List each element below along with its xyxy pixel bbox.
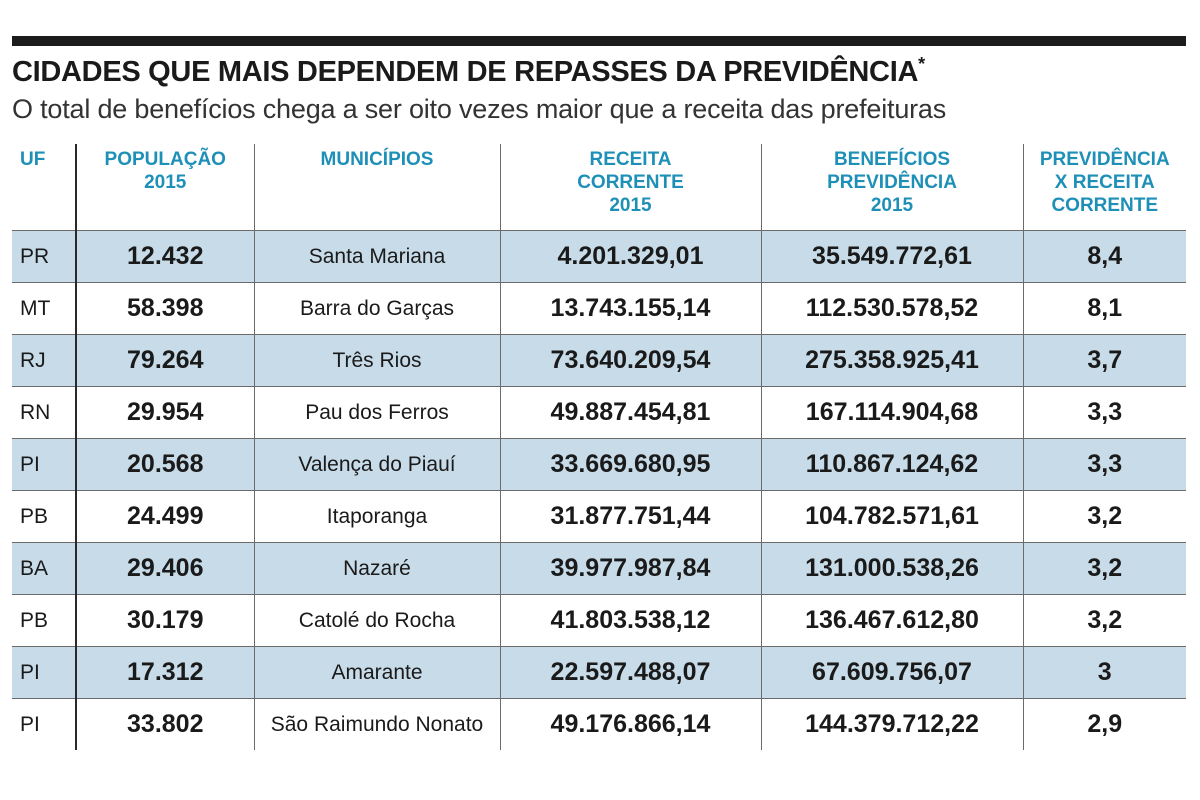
- cell-uf: BA: [12, 542, 76, 595]
- cell-populacao: 12.432: [75, 230, 254, 283]
- column-header-line: 2015: [144, 172, 187, 193]
- cell-populacao: 29.406: [75, 542, 254, 595]
- table-row: RN 29.954 Pau dos Ferros 49.887.454,81 167.1…: [12, 386, 1186, 439]
- cell-razao: 3,3: [1022, 438, 1186, 491]
- cell-municipio: Nazaré: [253, 542, 500, 595]
- cell-beneficios: 275.358.925,41: [760, 334, 1023, 387]
- cell-uf: PI: [20, 712, 40, 736]
- column-header-uf: UF: [12, 144, 76, 231]
- cell-populacao: 17.312: [75, 646, 254, 699]
- cell-municipio: Amarante: [253, 646, 500, 699]
- cell-beneficios: 112.530.578,52: [760, 282, 1023, 335]
- column-header-line: BENEFÍCIOS: [833, 149, 951, 170]
- cell-municipio: Pau dos Ferros: [253, 386, 500, 439]
- chart-title: CIDADES QUE MAIS DEPENDEM DE REPASSES DA…: [12, 54, 925, 88]
- column-header-beneficios: BENEFÍCIOS PREVIDÊNCIA 2015: [760, 144, 1023, 231]
- header-row: UF POPULAÇÃO 2015 MUNICÍPIOS RECEITA CORRENTE…: [12, 144, 1186, 231]
- table-row: RJ 79.264 Três Rios 73.640.209,54 275.358.92…: [12, 334, 1186, 387]
- cell-receita: 22.597.488,07: [499, 646, 761, 699]
- cell-beneficios: 131.000.538,26: [760, 542, 1023, 595]
- cell-uf: RJ: [12, 334, 76, 387]
- cell-receita: 49.887.454,81: [499, 386, 761, 439]
- cell-municipio: Itaporanga: [253, 490, 500, 543]
- data-table: UF POPULAÇÃO 2015 MUNICÍPIOS RECEITA CORRENTE…: [12, 144, 1186, 750]
- cell-municipio: São Raimundo Nonato: [253, 698, 500, 750]
- cell-municipio: Santa Mariana: [253, 230, 500, 283]
- cell-receita: 73.640.209,54: [499, 334, 761, 387]
- column-header-line: PREVIDÊNCIA: [827, 172, 957, 193]
- column-header-line: UF: [20, 149, 46, 170]
- cell-beneficios: 144.379.712,22: [760, 698, 1023, 750]
- cell-receita: 33.669.680,95: [499, 438, 761, 491]
- cell-beneficios: 136.467.612,80: [760, 594, 1023, 647]
- cell-beneficios: 110.867.124,62: [760, 438, 1023, 491]
- table-row: BA 29.406 Nazaré 39.977.987,84 131.000.538,2…: [12, 542, 1186, 595]
- cell-municipio: Catolé do Rocha: [253, 594, 500, 647]
- cell-razao: 3,2: [1022, 490, 1186, 543]
- column-header-line: X RECEITA: [1054, 172, 1155, 193]
- table-row: PB 30.179 Catolé do Rocha 41.803.538,12 136.…: [12, 594, 1186, 647]
- table-row: PR 12.432 Santa Mariana 4.201.329,01 35.549.…: [12, 230, 1186, 283]
- cell-beneficios: 67.609.756,07: [760, 646, 1023, 699]
- column-header-line: PREVIDÊNCIA: [1039, 149, 1170, 170]
- cell-beneficios: 167.114.904,68: [760, 386, 1023, 439]
- column-header-receita: RECEITA CORRENTE 2015: [499, 144, 761, 231]
- cell-populacao: 58.398: [75, 282, 254, 335]
- table-row: PI 20.568 Valença do Piauí 33.669.680,95 110…: [12, 438, 1186, 491]
- column-header-line: MUNICÍPIOS: [320, 149, 434, 170]
- cell-receita: 49.176.866,14: [499, 698, 761, 750]
- column-header-line: 2015: [870, 195, 914, 216]
- cell-razao: 3: [1022, 646, 1186, 699]
- cell-populacao: 79.264: [75, 334, 254, 387]
- column-header-line: CORRENTE: [577, 172, 684, 193]
- cell-razao: 3,7: [1022, 334, 1186, 387]
- column-header-line: POPULAÇÃO: [104, 149, 226, 170]
- column-header-populacao: POPULAÇÃO 2015: [75, 144, 254, 231]
- cell-razao: 3,2: [1022, 542, 1186, 595]
- cell-populacao: 30.179: [75, 594, 254, 647]
- top-rule: [12, 36, 1186, 46]
- cell-razao: 8,1: [1022, 282, 1186, 335]
- cell-populacao: 33.802: [75, 698, 254, 750]
- cell-receita: 4.201.329,01: [499, 230, 761, 283]
- cell-uf: PB: [12, 490, 76, 543]
- cell-uf: PB: [12, 594, 76, 647]
- table-row: MT 58.398 Barra do Garças 13.743.155,14 112.…: [12, 282, 1186, 335]
- table-row: PI 33.802 São Raimundo Nonato 49.176.866,14…: [12, 698, 1186, 750]
- cell-populacao: 29.954: [75, 386, 254, 439]
- cell-beneficios: 35.549.772,61: [760, 230, 1023, 283]
- cell-uf: PI: [12, 438, 76, 491]
- cell-municipio: Valença do Piauí: [253, 438, 500, 491]
- column-header-line: CORRENTE: [1051, 195, 1159, 216]
- table-row: PB 24.499 Itaporanga 31.877.751,44 104.782.5…: [12, 490, 1186, 543]
- cell-uf: PR: [12, 230, 76, 283]
- column-header-line: RECEITA: [589, 149, 672, 170]
- cell-populacao: 24.499: [75, 490, 254, 543]
- table-row: PI 17.312 Amarante 22.597.488,07 67.609.756,…: [12, 646, 1186, 699]
- cell-uf: MT: [12, 282, 76, 335]
- cell-municipio: Barra do Garças: [253, 282, 500, 335]
- cell-receita: 41.803.538,12: [499, 594, 761, 647]
- title-footnote-mark: *: [918, 54, 925, 74]
- cell-razao: 2,9: [1022, 698, 1186, 750]
- column-header-razao: PREVIDÊNCIA X RECEITA CORRENTE: [1022, 144, 1186, 231]
- cell-populacao: 20.568: [75, 438, 254, 491]
- cell-municipio: Três Rios: [253, 334, 500, 387]
- cell-beneficios: 104.782.571,61: [760, 490, 1023, 543]
- column-header-line: 2015: [609, 195, 652, 216]
- table-body: PR 12.432 Santa Mariana 4.201.329,01 35.549.…: [12, 230, 1186, 750]
- cell-razao: 3,3: [1022, 386, 1186, 439]
- cell-receita: 13.743.155,14: [499, 282, 761, 335]
- cell-razao: 3,2: [1022, 594, 1186, 647]
- cell-receita: 39.977.987,84: [499, 542, 761, 595]
- chart-subtitle: O total de benefícios chega a ser oito v…: [12, 94, 947, 124]
- cell-receita: 31.877.751,44: [499, 490, 761, 543]
- cell-uf: RN: [12, 386, 76, 439]
- cell-razao: 8,4: [1022, 230, 1186, 283]
- column-header-municipio: MUNICÍPIOS: [253, 144, 500, 231]
- cell-uf: PI: [12, 646, 76, 699]
